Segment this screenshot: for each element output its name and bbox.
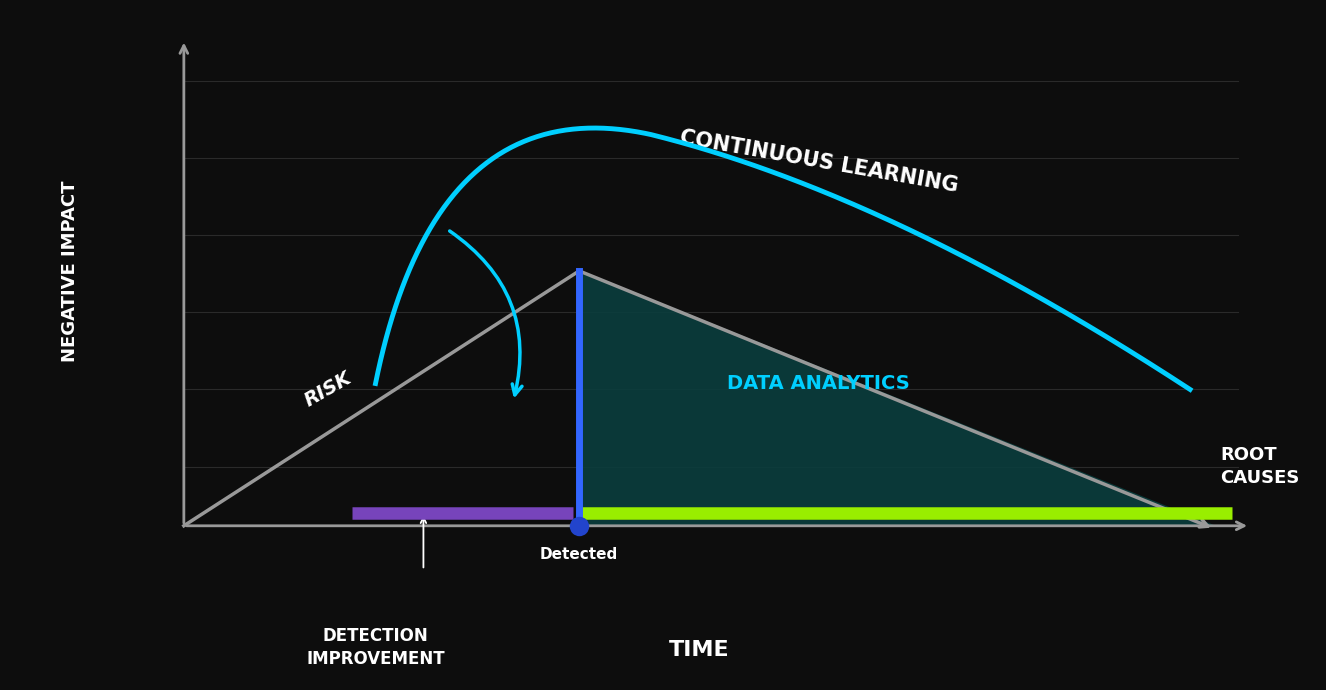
Text: NEGATIVE IMPACT: NEGATIVE IMPACT (61, 180, 80, 362)
Text: Detected: Detected (540, 546, 618, 562)
Polygon shape (579, 271, 1215, 526)
Text: ROOT
CAUSES: ROOT CAUSES (1220, 446, 1299, 487)
Text: DATA ANALYTICS: DATA ANALYTICS (728, 374, 910, 393)
Text: CONTINUOUS LEARNING: CONTINUOUS LEARNING (678, 127, 960, 195)
Text: TIME: TIME (668, 640, 729, 660)
Text: RISK: RISK (301, 368, 354, 411)
Text: DETECTION
IMPROVEMENT: DETECTION IMPROVEMENT (306, 627, 444, 668)
